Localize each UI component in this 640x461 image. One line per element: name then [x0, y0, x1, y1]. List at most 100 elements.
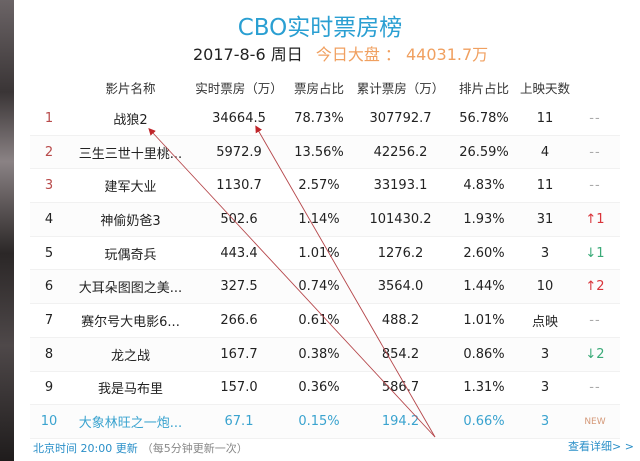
- rank: 10: [40, 414, 58, 430]
- gross-share: 0.61%: [298, 312, 340, 328]
- table-row[interactable]: 3 建军大业 1130.7 2.57% 33193.1 4.83% 11 --: [30, 169, 620, 204]
- gross-share: 13.56%: [294, 144, 344, 160]
- date-line: 2017-8-6 周日 今日大盘 ： 44031.7万: [193, 41, 488, 65]
- header-days: 上映天数: [520, 80, 570, 96]
- table-row[interactable]: 10 大象林旺之一炮... 67.1 0.15% 194.2 0.66% 3 N…: [30, 405, 620, 439]
- gross-share: 0.36%: [298, 380, 340, 396]
- table-row[interactable]: 8 龙之战 167.7 0.38% 854.2 0.86% 3 ↓2: [30, 337, 620, 372]
- schedule-share: 0.66%: [463, 414, 505, 430]
- table-row[interactable]: 5 玩偶奇兵 443.4 1.01% 1276.2 2.60% 3 ↓1: [30, 237, 620, 271]
- gross-share: 1.14%: [298, 211, 340, 227]
- update-note: （每5分钟更新一次）: [141, 442, 248, 455]
- table-header: 影片名称 实时票房（万） 票房占比 累计票房（万） 排片占比 上映天数: [30, 72, 620, 102]
- trend-down-arrow-icon: ↓1: [585, 245, 605, 261]
- schedule-share: 1.01%: [463, 312, 505, 328]
- rank: 7: [44, 312, 54, 328]
- realtime-gross: 327.5: [220, 279, 258, 295]
- days-released: 点映: [531, 314, 558, 330]
- date-label: 2017-8-6 周日: [193, 45, 303, 64]
- days-released: 3: [540, 414, 550, 430]
- table-row[interactable]: 2 三生三世十里桃... 5972.9 13.56% 42256.2 26.59…: [30, 135, 620, 170]
- view-details-link[interactable]: 查看详细> >: [568, 440, 634, 453]
- trend-none-icon: --: [589, 144, 601, 160]
- days-released: 4: [540, 144, 550, 160]
- rank: 3: [44, 178, 54, 194]
- total-gross: 101430.2: [369, 211, 432, 227]
- box-office-table: 影片名称 实时票房（万） 票房占比 累计票房（万） 排片占比 上映天数 1 战狼…: [30, 72, 620, 439]
- rank: 5: [44, 245, 54, 261]
- header-realtime: 实时票房（万）: [195, 80, 283, 96]
- table-row[interactable]: 9 我是马布里 157.0 0.36% 586.7 1.31% 3 --: [30, 372, 620, 406]
- trend-up-arrow-icon: ↑2: [585, 279, 605, 295]
- film-name[interactable]: 战狼2: [113, 112, 148, 128]
- total-gross: 1276.2: [377, 245, 424, 261]
- schedule-share: 26.59%: [459, 144, 509, 160]
- days-released: 11: [536, 178, 554, 194]
- total-gross: 854.2: [381, 346, 420, 362]
- trend-none-icon: --: [589, 110, 601, 126]
- page-title: CBO实时票房榜: [237, 15, 403, 41]
- rank: 2: [44, 144, 54, 160]
- rank: 4: [44, 211, 54, 227]
- total-gross: 307792.7: [369, 110, 432, 126]
- schedule-share: 4.83%: [463, 178, 505, 194]
- schedule-share: 56.78%: [459, 110, 509, 126]
- film-name[interactable]: 赛尔号大电影6...: [81, 314, 180, 330]
- trend-none-icon: --: [589, 312, 601, 328]
- days-released: 31: [536, 211, 554, 227]
- days-released: 3: [540, 245, 550, 261]
- days-released: 3: [540, 380, 550, 396]
- film-name[interactable]: 神偷奶爸3: [100, 213, 161, 229]
- header-film-name: 影片名称: [105, 80, 156, 96]
- realtime-gross: 5972.9: [216, 144, 262, 160]
- table-row[interactable]: 7 赛尔号大电影6... 266.6 0.61% 488.2 1.01% 点映 …: [30, 304, 620, 338]
- total-gross: 42256.2: [373, 144, 428, 160]
- realtime-gross: 67.1: [224, 414, 254, 430]
- film-name[interactable]: 建军大业: [104, 180, 157, 196]
- trend-down-arrow-icon: ↓2: [585, 346, 605, 362]
- days-released: 10: [536, 279, 554, 295]
- gross-share: 0.15%: [298, 414, 340, 430]
- rank: 9: [44, 380, 54, 396]
- rank: 6: [44, 279, 54, 295]
- days-released: 3: [540, 346, 550, 362]
- gross-share: 1.01%: [298, 245, 340, 261]
- table-row[interactable]: 1 战狼2 34664.5 78.73% 307792.7 56.78% 11 …: [30, 102, 620, 136]
- trend-up-arrow-icon: ↑1: [585, 211, 605, 227]
- realtime-gross: 34664.5: [212, 110, 266, 126]
- film-name[interactable]: 我是马布里: [97, 382, 163, 398]
- rank: 8: [44, 346, 54, 362]
- realtime-gross: 1130.7: [216, 178, 262, 194]
- schedule-share: 1.44%: [463, 279, 505, 295]
- trend-none-icon: --: [589, 380, 601, 396]
- schedule-share: 0.86%: [463, 346, 505, 362]
- update-time: 北京时间 20:00 更新: [33, 442, 138, 455]
- daily-gross: 今日大盘 ： 44031.7万: [316, 45, 488, 64]
- header-share: 票房占比: [293, 80, 344, 96]
- daily-gross-value: 44031.7万: [406, 45, 489, 64]
- days-released: 11: [536, 110, 554, 126]
- new-badge: NEW: [584, 416, 606, 427]
- total-gross: 194.2: [381, 414, 420, 430]
- film-name[interactable]: 三生三世十里桃...: [78, 146, 183, 162]
- realtime-gross: 167.7: [220, 346, 258, 362]
- trend-none-icon: --: [589, 178, 601, 194]
- film-name[interactable]: 大耳朵图图之美...: [78, 281, 183, 297]
- gross-share: 78.73%: [294, 110, 344, 126]
- realtime-gross: 502.6: [220, 211, 258, 227]
- header-total: 累计票房（万）: [356, 80, 445, 96]
- schedule-share: 2.60%: [463, 245, 505, 261]
- total-gross: 3564.0: [377, 279, 424, 295]
- film-name[interactable]: 龙之战: [110, 348, 150, 364]
- realtime-gross: 266.6: [220, 312, 258, 328]
- film-name[interactable]: 玩偶奇兵: [104, 247, 157, 263]
- film-name[interactable]: 大象林旺之一炮...: [78, 416, 183, 432]
- rank: 1: [44, 110, 54, 126]
- gross-share: 2.57%: [298, 178, 340, 194]
- table-row[interactable]: 6 大耳朵图图之美... 327.5 0.74% 3564.0 1.44% 10…: [30, 270, 620, 305]
- table-row[interactable]: 4 神偷奶爸3 502.6 1.14% 101430.2 1.93% 31 ↑1: [30, 203, 620, 237]
- header-schedule: 排片占比: [458, 80, 509, 96]
- schedule-share: 1.31%: [463, 380, 505, 396]
- schedule-share: 1.93%: [463, 211, 505, 227]
- background-photo-edge: [0, 0, 14, 461]
